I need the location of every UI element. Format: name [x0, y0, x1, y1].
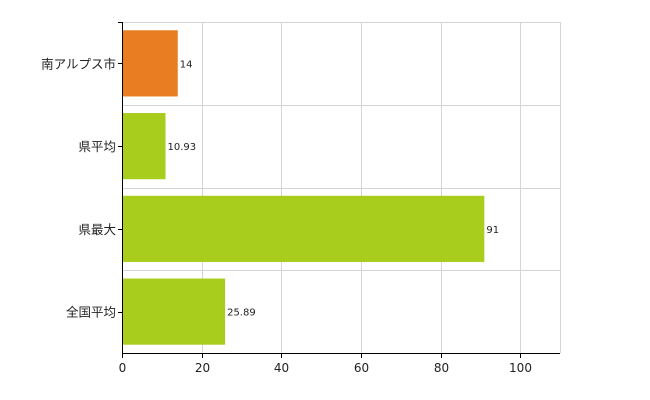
- x-tick-label: 0: [119, 361, 127, 375]
- x-tick-label: 40: [274, 361, 289, 375]
- x-tick-label: 100: [509, 361, 532, 375]
- x-tick-label: 80: [434, 361, 449, 375]
- x-tick-label: 20: [195, 361, 210, 375]
- bar-0: [123, 30, 178, 97]
- bar-1: [123, 113, 166, 180]
- category-label: 全国平均: [66, 305, 116, 320]
- data-label: 10.93: [168, 142, 197, 153]
- category-label: 南アルプス市: [41, 56, 116, 71]
- data-label: 14: [180, 59, 193, 70]
- category-label: 県平均: [78, 139, 116, 154]
- data-label: 91: [486, 225, 499, 236]
- bar-2: [123, 195, 485, 262]
- category-label: 県最大: [78, 222, 116, 237]
- data-label: 25.89: [227, 308, 256, 319]
- bar-3: [123, 278, 226, 345]
- x-tick-label: 60: [354, 361, 369, 375]
